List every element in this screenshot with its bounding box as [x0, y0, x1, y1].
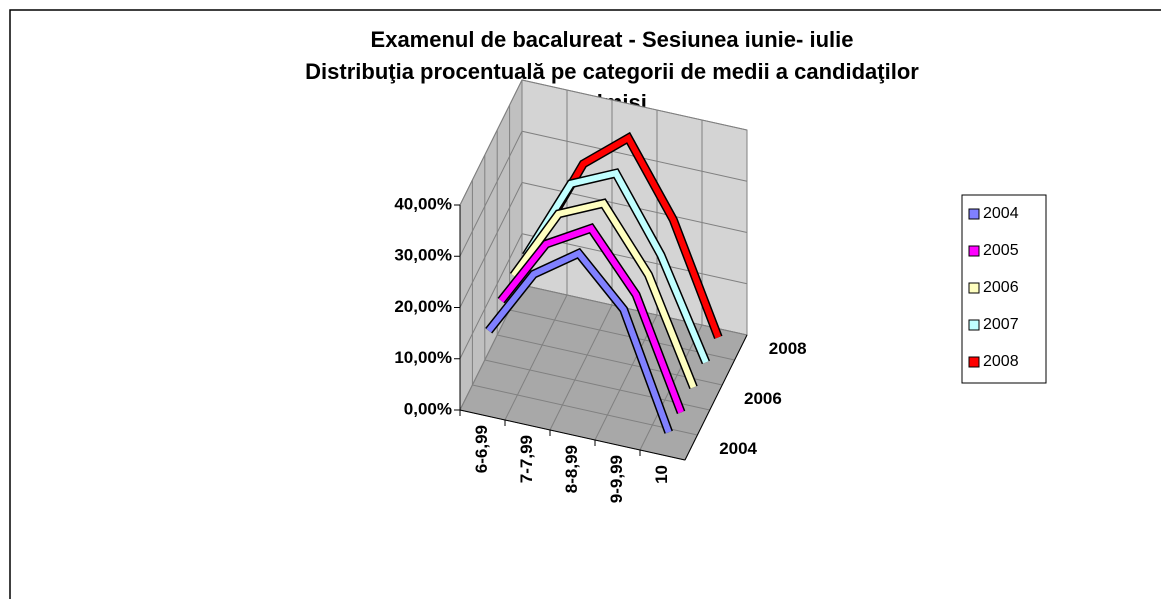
grid-line: [459, 130, 748, 257]
legend-label: 2008: [983, 353, 1019, 370]
floor-grid: [594, 314, 658, 441]
y-tick-label: 40,00%: [394, 194, 452, 213]
x-tick-label: 8-8,99: [562, 445, 581, 493]
floor-grid: [472, 384, 698, 436]
z-axis: [684, 334, 748, 461]
x-tick-label: 7-7,99: [517, 435, 536, 483]
series-line: [486, 249, 672, 434]
y-tick-label: 10,00%: [394, 348, 452, 367]
x-axis: [459, 409, 686, 461]
floor-grid: [504, 294, 568, 421]
z-tick-label: 2004: [719, 439, 757, 458]
grid-line: [459, 233, 748, 359]
series-line: [511, 199, 697, 389]
legend-label: 2005: [983, 242, 1019, 259]
legend-swatch: [968, 208, 980, 220]
series-line: [498, 224, 684, 414]
chart-title: Distribuţia procentuală pe categorii de …: [305, 59, 919, 84]
z-tick-label: 2008: [769, 339, 807, 358]
legend-label: 2004: [983, 205, 1019, 222]
z-tick-label: 2006: [744, 389, 782, 408]
floor-grid: [549, 304, 613, 431]
legend-swatch: [968, 356, 980, 368]
x-tick-label: 9-9,99: [607, 455, 626, 503]
legend-label: 2007: [983, 316, 1019, 333]
grid-line: [459, 79, 748, 206]
legend-swatch: [968, 245, 980, 257]
series-line: [523, 169, 709, 364]
y-tick-label: 20,00%: [394, 297, 452, 316]
chart-title: Examenul de bacalureat - Sesiunea iunie-…: [371, 27, 854, 52]
y-tick-label: 30,00%: [394, 246, 452, 265]
x-tick-label: 10: [652, 465, 671, 484]
y-tick-label: 0,00%: [404, 399, 452, 418]
legend-label: 2006: [983, 279, 1019, 296]
x-tick-label: 6-6,99: [472, 425, 491, 473]
legend-swatch: [968, 319, 980, 331]
legend-swatch: [968, 282, 980, 294]
